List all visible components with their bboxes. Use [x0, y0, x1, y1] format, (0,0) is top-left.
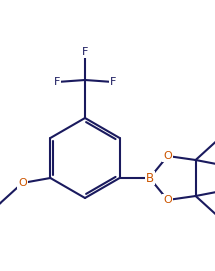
- Text: O: O: [18, 178, 27, 188]
- Text: O: O: [163, 195, 172, 205]
- Text: F: F: [54, 77, 60, 87]
- Text: F: F: [110, 77, 116, 87]
- Text: O: O: [163, 151, 172, 161]
- Text: F: F: [82, 47, 88, 57]
- Text: B: B: [146, 172, 154, 185]
